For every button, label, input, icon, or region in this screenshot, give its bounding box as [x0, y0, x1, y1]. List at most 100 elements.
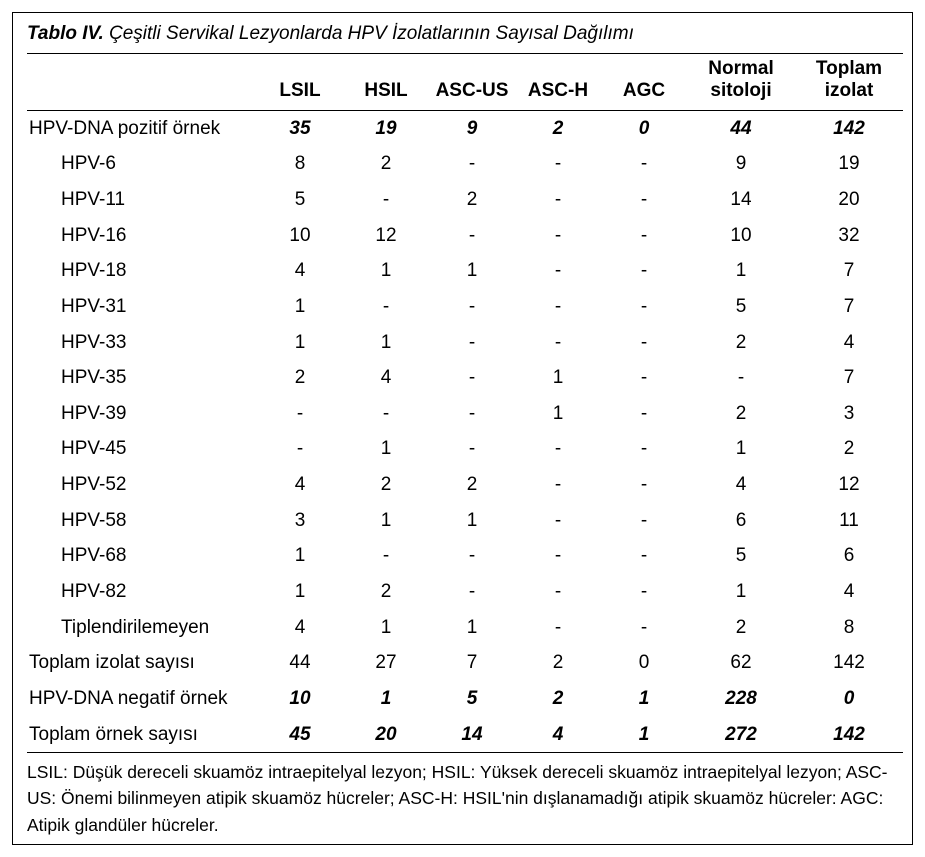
- cell-value: 142: [795, 645, 903, 681]
- cell-value: 1: [343, 431, 429, 467]
- cell-value: 2: [687, 396, 795, 432]
- table-row: HPV-681----56: [27, 538, 903, 574]
- cell-value: 3: [257, 503, 343, 539]
- cell-value: 1: [257, 325, 343, 361]
- cell-value: 14: [687, 182, 795, 218]
- cell-value: -: [515, 538, 601, 574]
- col-header: ASC-H: [515, 54, 601, 111]
- cell-value: 2: [687, 610, 795, 646]
- cell-value: 10: [257, 218, 343, 254]
- table-head: LSILHSILASC-USASC-HAGCNormalsitolojiTopl…: [27, 54, 903, 111]
- cell-value: 5: [687, 289, 795, 325]
- row-label: HPV-82: [27, 574, 257, 610]
- cell-value: -: [343, 538, 429, 574]
- table-row: Toplam izolat sayısı442772062142: [27, 645, 903, 681]
- cell-value: 142: [795, 110, 903, 146]
- cell-value: 1: [687, 431, 795, 467]
- cell-value: 8: [795, 610, 903, 646]
- row-label: Tiplendirilemeyen: [27, 610, 257, 646]
- cell-value: 228: [687, 681, 795, 717]
- cell-value: -: [601, 538, 687, 574]
- table-row: HPV-DNA negatif örnek1015212280: [27, 681, 903, 717]
- cell-value: 14: [429, 717, 515, 753]
- cell-value: 1: [601, 717, 687, 753]
- cell-value: 1: [515, 360, 601, 396]
- table-row: HPV-161012---1032: [27, 218, 903, 254]
- cell-value: 4: [257, 253, 343, 289]
- cell-value: 1: [257, 538, 343, 574]
- row-label: HPV-18: [27, 253, 257, 289]
- cell-value: 1: [429, 253, 515, 289]
- table-row: HPV-52422--412: [27, 467, 903, 503]
- table-row: HPV-18411--17: [27, 253, 903, 289]
- cell-value: 44: [257, 645, 343, 681]
- row-label: HPV-DNA negatif örnek: [27, 681, 257, 717]
- cell-value: 19: [795, 146, 903, 182]
- cell-value: 1: [343, 610, 429, 646]
- title-prefix: Tablo IV.: [27, 23, 104, 44]
- cell-value: 44: [687, 110, 795, 146]
- cell-value: 7: [795, 289, 903, 325]
- cell-value: -: [429, 289, 515, 325]
- cell-value: 45: [257, 717, 343, 753]
- cell-value: -: [601, 325, 687, 361]
- cell-value: -: [429, 325, 515, 361]
- cell-value: 12: [795, 467, 903, 503]
- cell-value: -: [601, 467, 687, 503]
- col-header-label: [27, 54, 257, 111]
- row-label: HPV-68: [27, 538, 257, 574]
- cell-value: 3: [795, 396, 903, 432]
- col-header: AGC: [601, 54, 687, 111]
- cell-value: -: [343, 396, 429, 432]
- cell-value: 2: [687, 325, 795, 361]
- cell-value: 2: [515, 110, 601, 146]
- cell-value: 0: [601, 110, 687, 146]
- cell-value: -: [515, 218, 601, 254]
- cell-value: 2: [515, 645, 601, 681]
- cell-value: 11: [795, 503, 903, 539]
- cell-value: 6: [795, 538, 903, 574]
- table-row: HPV-DNA pozitif örnek351992044142: [27, 110, 903, 146]
- cell-value: -: [515, 146, 601, 182]
- cell-value: -: [257, 396, 343, 432]
- row-label: HPV-39: [27, 396, 257, 432]
- cell-value: 1: [343, 253, 429, 289]
- cell-value: 62: [687, 645, 795, 681]
- title-rest: Çeşitli Servikal Lezyonlarda HPV İzolatl…: [104, 23, 634, 44]
- cell-value: 9: [687, 146, 795, 182]
- cell-value: -: [515, 325, 601, 361]
- cell-value: 7: [429, 645, 515, 681]
- row-label: HPV-DNA pozitif örnek: [27, 110, 257, 146]
- table-title: Tablo IV. Çeşitli Servikal Lezyonlarda H…: [27, 23, 898, 45]
- cell-value: -: [515, 503, 601, 539]
- cell-value: 20: [343, 717, 429, 753]
- cell-value: 0: [795, 681, 903, 717]
- cell-value: -: [515, 253, 601, 289]
- table-row: HPV-39---1-23: [27, 396, 903, 432]
- table-body: HPV-DNA pozitif örnek351992044142HPV-682…: [27, 110, 903, 753]
- row-label: Toplam izolat sayısı: [27, 645, 257, 681]
- cell-value: -: [601, 574, 687, 610]
- row-label: HPV-31: [27, 289, 257, 325]
- cell-value: -: [601, 289, 687, 325]
- table-row: HPV-45-1---12: [27, 431, 903, 467]
- cell-value: 272: [687, 717, 795, 753]
- cell-value: -: [429, 146, 515, 182]
- cell-value: 9: [429, 110, 515, 146]
- cell-value: 4: [515, 717, 601, 753]
- cell-value: 2: [257, 360, 343, 396]
- cell-value: -: [515, 574, 601, 610]
- cell-value: 2: [515, 681, 601, 717]
- cell-value: 10: [257, 681, 343, 717]
- table-row: HPV-58311--611: [27, 503, 903, 539]
- cell-value: -: [601, 503, 687, 539]
- cell-value: 2: [343, 467, 429, 503]
- cell-value: 19: [343, 110, 429, 146]
- cell-value: -: [601, 218, 687, 254]
- cell-value: -: [687, 360, 795, 396]
- cell-value: 12: [343, 218, 429, 254]
- table-row: Tiplendirilemeyen411--28: [27, 610, 903, 646]
- cell-value: -: [429, 360, 515, 396]
- cell-value: 1: [687, 574, 795, 610]
- cell-value: 27: [343, 645, 429, 681]
